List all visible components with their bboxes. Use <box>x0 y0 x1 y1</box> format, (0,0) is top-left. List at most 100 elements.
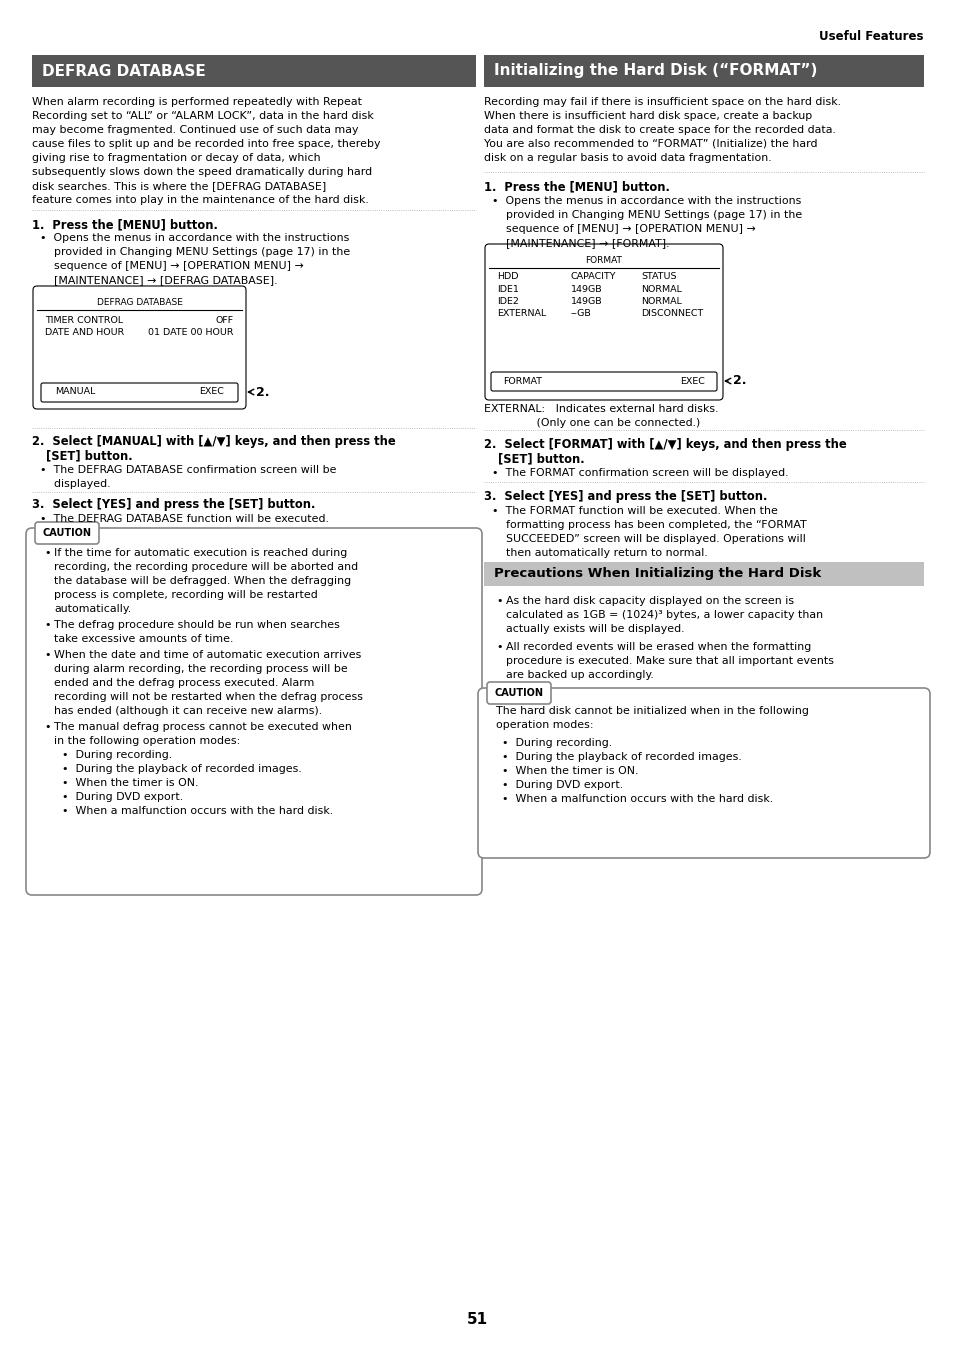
Text: 1.  Press the [MENU] button.: 1. Press the [MENU] button. <box>483 180 669 193</box>
Text: •  When a malfunction occurs with the hard disk.: • When a malfunction occurs with the har… <box>62 807 333 816</box>
Text: has ended (although it can receive new alarms).: has ended (although it can receive new a… <box>54 707 322 716</box>
Text: 3.  Select [YES] and press the [SET] button.: 3. Select [YES] and press the [SET] butt… <box>32 499 315 511</box>
FancyBboxPatch shape <box>484 245 722 400</box>
FancyBboxPatch shape <box>26 528 481 894</box>
Text: Precautions When Initializing the Hard Disk: Precautions When Initializing the Hard D… <box>494 567 821 581</box>
Text: displayed.: displayed. <box>40 480 111 489</box>
Text: All recorded events will be erased when the formatting: All recorded events will be erased when … <box>505 642 810 653</box>
Text: •: • <box>44 650 51 661</box>
Bar <box>483 562 923 586</box>
Text: automatically.: automatically. <box>54 604 131 613</box>
Text: in the following operation modes:: in the following operation modes: <box>54 736 240 746</box>
Text: IDE2: IDE2 <box>497 297 518 305</box>
Text: •  The DEFRAG DATABASE confirmation screen will be: • The DEFRAG DATABASE confirmation scree… <box>40 465 336 476</box>
Text: feature comes into play in the maintenance of the hard disk.: feature comes into play in the maintenan… <box>32 195 369 205</box>
Text: sequence of [MENU] → [OPERATION MENU] →: sequence of [MENU] → [OPERATION MENU] → <box>40 261 303 272</box>
Text: ended and the defrag process executed. Alarm: ended and the defrag process executed. A… <box>54 678 314 688</box>
Text: [MAINTENANCE] → [FORMAT].: [MAINTENANCE] → [FORMAT]. <box>492 238 669 249</box>
Text: •  During DVD export.: • During DVD export. <box>62 792 183 802</box>
Text: Recording may fail if there is insufficient space on the hard disk.: Recording may fail if there is insuffici… <box>483 97 841 107</box>
Text: HDD: HDD <box>497 272 518 281</box>
Text: •  When a malfunction occurs with the hard disk.: • When a malfunction occurs with the har… <box>501 794 772 804</box>
FancyBboxPatch shape <box>33 286 246 409</box>
Text: •: • <box>44 549 51 558</box>
Text: EXEC: EXEC <box>199 388 224 396</box>
Text: EXEC: EXEC <box>679 377 704 385</box>
Text: Useful Features: Useful Features <box>819 30 923 43</box>
Text: SUCCEEDED” screen will be displayed. Operations will: SUCCEEDED” screen will be displayed. Ope… <box>492 534 805 544</box>
Text: 149GB: 149GB <box>571 297 602 305</box>
Text: take excessive amounts of time.: take excessive amounts of time. <box>54 634 233 644</box>
Text: DATE AND HOUR: DATE AND HOUR <box>45 328 124 336</box>
Text: OFF: OFF <box>215 316 233 326</box>
Text: actually exists will be displayed.: actually exists will be displayed. <box>505 624 684 634</box>
Text: formatting process has been completed, the “FORMAT: formatting process has been completed, t… <box>492 520 806 530</box>
Text: The hard disk cannot be initialized when in the following: The hard disk cannot be initialized when… <box>496 707 808 716</box>
Text: CAUTION: CAUTION <box>494 688 543 698</box>
Text: •  During the playback of recorded images.: • During the playback of recorded images… <box>501 753 741 762</box>
Text: EXTERNAL: EXTERNAL <box>497 309 546 317</box>
Text: •: • <box>496 642 502 653</box>
Text: process is complete, recording will be restarted: process is complete, recording will be r… <box>54 590 317 600</box>
Text: --GB: --GB <box>571 309 591 317</box>
Text: When alarm recording is performed repeatedly with Repeat: When alarm recording is performed repeat… <box>32 97 361 107</box>
Text: then automatically return to normal.: then automatically return to normal. <box>492 549 707 558</box>
Text: cause files to split up and be recorded into free space, thereby: cause files to split up and be recorded … <box>32 139 380 149</box>
Text: FORMAT: FORMAT <box>585 255 621 265</box>
Text: [SET] button.: [SET] button. <box>497 453 584 465</box>
Text: 51: 51 <box>466 1312 487 1327</box>
Text: EXTERNAL:   Indicates external hard disks.: EXTERNAL: Indicates external hard disks. <box>483 404 718 413</box>
FancyBboxPatch shape <box>477 688 929 858</box>
Text: •  During recording.: • During recording. <box>62 750 172 761</box>
Text: [SET] button.: [SET] button. <box>46 449 132 462</box>
Text: (Only one can be connected.): (Only one can be connected.) <box>483 417 700 428</box>
FancyBboxPatch shape <box>486 682 551 704</box>
Text: •  The DEFRAG DATABASE function will be executed.: • The DEFRAG DATABASE function will be e… <box>40 513 329 524</box>
Text: CAPACITY: CAPACITY <box>571 272 616 281</box>
Text: operation modes:: operation modes: <box>496 720 593 730</box>
Text: STATUS: STATUS <box>640 272 676 281</box>
Text: are backed up accordingly.: are backed up accordingly. <box>505 670 653 680</box>
Text: DEFRAG DATABASE: DEFRAG DATABASE <box>42 63 206 78</box>
Text: DEFRAG DATABASE: DEFRAG DATABASE <box>96 299 182 307</box>
Text: procedure is executed. Make sure that all important events: procedure is executed. Make sure that al… <box>505 657 833 666</box>
Text: giving rise to fragmentation or decay of data, which: giving rise to fragmentation or decay of… <box>32 153 320 163</box>
Text: NORMAL: NORMAL <box>640 285 681 295</box>
Text: 2.: 2. <box>255 385 269 399</box>
Text: disk on a regular basis to avoid data fragmentation.: disk on a regular basis to avoid data fr… <box>483 153 771 163</box>
Text: calculated as 1GB = (1024)³ bytes, a lower capacity than: calculated as 1GB = (1024)³ bytes, a low… <box>505 611 822 620</box>
Text: 1.  Press the [MENU] button.: 1. Press the [MENU] button. <box>32 218 217 231</box>
Text: [MAINTENANCE] → [DEFRAG DATABASE].: [MAINTENANCE] → [DEFRAG DATABASE]. <box>40 276 277 285</box>
Text: If the time for automatic execution is reached during: If the time for automatic execution is r… <box>54 549 347 558</box>
Text: •  During the playback of recorded images.: • During the playback of recorded images… <box>62 765 301 774</box>
Text: •  During DVD export.: • During DVD export. <box>501 780 622 790</box>
Text: disk searches. This is where the [DEFRAG DATABASE]: disk searches. This is where the [DEFRAG… <box>32 181 326 190</box>
Text: may become fragmented. Continued use of such data may: may become fragmented. Continued use of … <box>32 126 358 135</box>
Text: FORMAT: FORMAT <box>502 377 541 385</box>
Text: 2.: 2. <box>732 374 745 388</box>
Text: •  Opens the menus in accordance with the instructions: • Opens the menus in accordance with the… <box>40 232 349 243</box>
Bar <box>32 55 476 86</box>
FancyBboxPatch shape <box>491 372 717 390</box>
Text: 01 DATE 00 HOUR: 01 DATE 00 HOUR <box>149 328 233 336</box>
Text: recording, the recording procedure will be aborted and: recording, the recording procedure will … <box>54 562 357 571</box>
Text: When there is insufficient hard disk space, create a backup: When there is insufficient hard disk spa… <box>483 111 811 122</box>
Text: The defrag procedure should be run when searches: The defrag procedure should be run when … <box>54 620 339 630</box>
Text: •: • <box>44 721 51 732</box>
Text: provided in Changing MENU Settings (page 17) in the: provided in Changing MENU Settings (page… <box>492 209 801 220</box>
Bar <box>483 55 923 86</box>
Text: Initializing the Hard Disk (“FORMAT”): Initializing the Hard Disk (“FORMAT”) <box>494 63 817 78</box>
Text: Recording set to “ALL” or “ALARM LOCK”, data in the hard disk: Recording set to “ALL” or “ALARM LOCK”, … <box>32 111 374 122</box>
Text: •  When the timer is ON.: • When the timer is ON. <box>501 766 638 775</box>
Text: •  When the timer is ON.: • When the timer is ON. <box>62 778 198 788</box>
Text: •: • <box>44 620 51 630</box>
Text: recording will not be restarted when the defrag process: recording will not be restarted when the… <box>54 692 363 703</box>
Text: IDE1: IDE1 <box>497 285 518 295</box>
Text: during alarm recording, the recording process will be: during alarm recording, the recording pr… <box>54 663 348 674</box>
Text: MANUAL: MANUAL <box>55 388 95 396</box>
Text: data and format the disk to create space for the recorded data.: data and format the disk to create space… <box>483 126 835 135</box>
Text: As the hard disk capacity displayed on the screen is: As the hard disk capacity displayed on t… <box>505 596 793 607</box>
FancyBboxPatch shape <box>35 521 99 544</box>
Text: •  The FORMAT function will be executed. When the: • The FORMAT function will be executed. … <box>492 507 777 516</box>
Text: 2.  Select [MANUAL] with [▲/▼] keys, and then press the: 2. Select [MANUAL] with [▲/▼] keys, and … <box>32 435 395 449</box>
